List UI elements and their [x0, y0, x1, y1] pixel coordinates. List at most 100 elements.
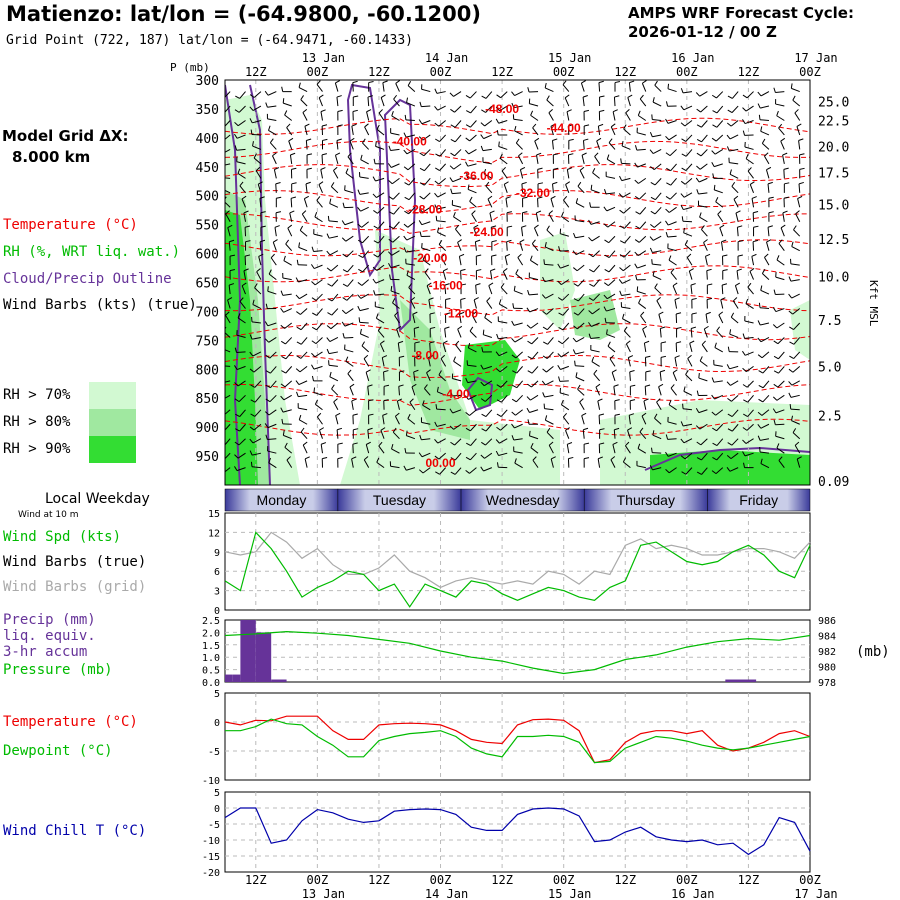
wind-barb	[652, 430, 662, 440]
wind-barb	[450, 452, 462, 461]
wind-barb	[295, 293, 308, 300]
wind-barb	[406, 270, 416, 281]
wind-barb	[256, 268, 262, 280]
wind-barb	[772, 307, 785, 313]
wind-barb	[364, 123, 370, 136]
wind-barb	[420, 417, 431, 425]
wind-chill-panel: -20 -15 -10 -5 0 5	[202, 788, 811, 879]
panel-y-tick-label: 6	[214, 567, 220, 578]
wind-barb	[742, 380, 754, 388]
wind-barb	[696, 189, 708, 195]
wind-barb	[260, 225, 266, 237]
top-time-label: 12Z	[738, 65, 760, 79]
wind-barb	[229, 269, 235, 280]
wind-barb	[596, 137, 602, 150]
legend-wind-barbs-grid: Wind Barbs (grid)	[3, 579, 147, 595]
wind-barb	[654, 80, 662, 92]
wind-barb	[237, 168, 246, 179]
wind-barb	[281, 418, 292, 425]
wind-barb	[265, 394, 277, 403]
bottom-date-label: 15 Jan	[548, 887, 591, 900]
wind-barb	[365, 441, 371, 454]
wind-barb	[283, 255, 292, 266]
wind-barb	[450, 120, 462, 128]
wind-speed-panel: 0 3 6 9 12 15	[208, 509, 811, 617]
wind-barb	[512, 380, 524, 389]
wind-barb	[326, 233, 339, 239]
wind-barb	[628, 80, 635, 92]
wind-barb	[388, 250, 400, 256]
wind-barb	[512, 366, 524, 374]
wind-barb	[773, 366, 785, 374]
wind-barb	[665, 232, 677, 238]
wind-barb	[613, 427, 620, 439]
wind-barb	[597, 456, 604, 468]
wind-barb	[567, 456, 574, 468]
rh90-region	[650, 450, 810, 485]
isotherm-line	[225, 239, 810, 257]
wind-barb	[234, 120, 246, 127]
wind-barb	[440, 253, 447, 266]
wind-barb	[445, 312, 451, 324]
bottom-time-label: 12Z	[491, 873, 513, 887]
wind-barb	[284, 442, 293, 454]
wind-barb	[264, 321, 277, 327]
wind-barb	[644, 384, 651, 396]
panel-y-tick-label: 3	[214, 587, 220, 598]
wind-barb	[445, 297, 451, 309]
wind-barb	[407, 413, 416, 425]
isotherm-line	[225, 190, 810, 214]
wind-barb	[650, 192, 662, 201]
wind-barb	[382, 413, 388, 425]
wind-barb	[711, 394, 723, 400]
wind-barb	[775, 431, 785, 440]
wind-barb	[475, 254, 482, 266]
bottom-date-label: 17 Jan	[794, 887, 837, 900]
wind-barb	[711, 467, 724, 475]
wind-barb	[589, 279, 600, 287]
wind-barb	[304, 456, 310, 468]
wind-barb	[627, 427, 633, 439]
wind-barb	[311, 337, 323, 345]
wind-barb	[603, 306, 616, 312]
height-tick-label: 17.5	[818, 167, 849, 182]
wind-barb	[519, 166, 526, 179]
wind-barb	[731, 181, 739, 194]
top-date-label: 17 Jan	[794, 51, 837, 65]
wind-barb	[607, 341, 616, 353]
wind-barb	[713, 359, 723, 367]
precip-bar	[240, 620, 256, 682]
wind-barb-field	[225, 80, 805, 475]
wind-barb	[681, 216, 693, 223]
wind-barb	[537, 182, 544, 193]
wind-barb	[530, 442, 539, 454]
wind-barb	[773, 337, 785, 345]
wind-barb	[396, 325, 402, 338]
wind-barb	[290, 196, 297, 208]
pressure-tick-label: 850	[196, 392, 219, 407]
wind-barb	[342, 293, 354, 301]
wind-barb	[604, 235, 616, 244]
wind-barb	[506, 239, 512, 251]
height-tick-label: 0.09	[818, 475, 849, 490]
wind-barb	[393, 94, 400, 107]
wind-barb	[383, 384, 390, 396]
wind-barb	[249, 423, 262, 431]
wind-barb	[357, 221, 369, 228]
wind-barb	[250, 409, 262, 417]
wind-barb	[552, 167, 559, 179]
wind-barb	[544, 82, 554, 93]
wind-barb	[469, 326, 477, 338]
wind-barb	[225, 196, 231, 208]
wind-barb	[366, 109, 372, 121]
wind-barb	[465, 467, 477, 474]
wind-barb	[541, 293, 554, 299]
wind-barb	[438, 239, 447, 252]
wind-barb	[388, 221, 400, 229]
wind-barb	[482, 157, 492, 165]
wind-barb	[460, 297, 466, 309]
pressure-tick-label: 450	[196, 161, 219, 176]
wind-barb	[696, 120, 708, 128]
wind-barb	[711, 377, 723, 383]
